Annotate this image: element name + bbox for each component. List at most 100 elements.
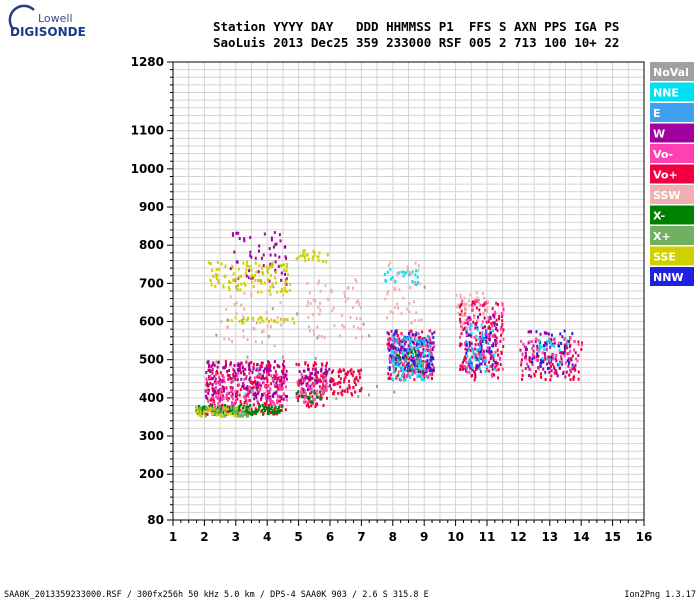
data-point [277,383,280,387]
data-point [410,272,413,276]
data-point [408,270,411,274]
y-tick-label: 400 [139,391,164,405]
data-point [304,400,307,404]
data-point [234,408,237,412]
data-point [400,361,403,365]
data-point [248,366,251,370]
data-point [240,361,243,365]
data-point [472,352,475,356]
data-point [332,391,335,395]
data-point [247,414,250,418]
data-point [534,340,537,344]
data-point [280,289,283,293]
data-point [254,256,257,260]
legend-entry: NNW [653,271,684,284]
data-point [303,249,306,253]
data-point [473,302,476,306]
data-point [282,372,285,376]
data-point [401,373,404,377]
data-point [466,355,469,358]
data-point [216,371,219,375]
data-point [483,296,486,300]
data-point [423,338,425,342]
data-point [401,332,403,336]
data-point [428,364,431,368]
data-point [539,364,542,368]
data-point [233,413,235,417]
data-point [400,369,402,373]
data-point [459,293,462,297]
data-point [393,341,396,345]
data-point [497,368,500,372]
data-point [480,362,483,366]
data-point [468,304,471,307]
data-point [568,361,570,365]
data-point [473,315,476,319]
legend-entry: E [653,107,661,120]
data-point [276,401,279,405]
data-point [278,386,281,390]
data-point [482,356,485,359]
data-point [402,345,405,349]
data-point [390,346,393,350]
data-point [236,412,239,416]
data-point [319,368,322,372]
data-point [314,372,317,376]
data-point [317,305,320,309]
data-point [245,268,248,272]
data-point [432,366,435,370]
data-point [555,359,558,363]
data-point [408,351,411,355]
data-point [303,255,306,259]
data-point [465,360,468,364]
data-point [264,396,267,400]
data-point [213,400,216,404]
data-point [572,354,574,358]
data-point [423,376,426,380]
data-point [274,276,277,280]
x-tick-label: 12 [510,530,527,544]
data-point [214,372,217,376]
data-point [462,360,464,364]
data-point [460,327,463,331]
data-point [306,388,309,392]
data-point [238,320,241,323]
data-point [404,357,407,361]
data-point [248,371,251,375]
data-point [465,343,468,347]
data-point [261,266,264,270]
data-point [357,299,360,303]
data-point [263,281,266,285]
data-point [413,363,416,367]
data-point [235,231,238,235]
data-point [396,272,399,275]
data-point [273,407,276,411]
data-point [224,364,227,368]
data-point [240,371,243,375]
header-row-2: SaoLuis 2013 Dec25 359 233000 RSF 005 2 … [213,35,619,50]
data-point [253,376,256,380]
data-point [480,353,483,357]
data-point [346,372,349,376]
data-point [391,360,394,364]
data-point [337,370,340,374]
data-point [214,284,217,288]
data-point [409,345,412,349]
data-point [410,368,413,372]
data-point [494,361,497,365]
data-point [463,327,466,331]
data-point [482,291,484,295]
data-point [325,260,328,264]
data-point [221,398,224,402]
data-point [544,357,547,361]
data-point [262,264,265,268]
data-point [344,299,347,303]
data-point [346,387,349,391]
data-point [352,305,355,309]
data-point [211,269,214,272]
data-point [332,383,335,387]
data-point [221,394,224,398]
data-point [255,393,257,397]
data-point [481,331,484,335]
